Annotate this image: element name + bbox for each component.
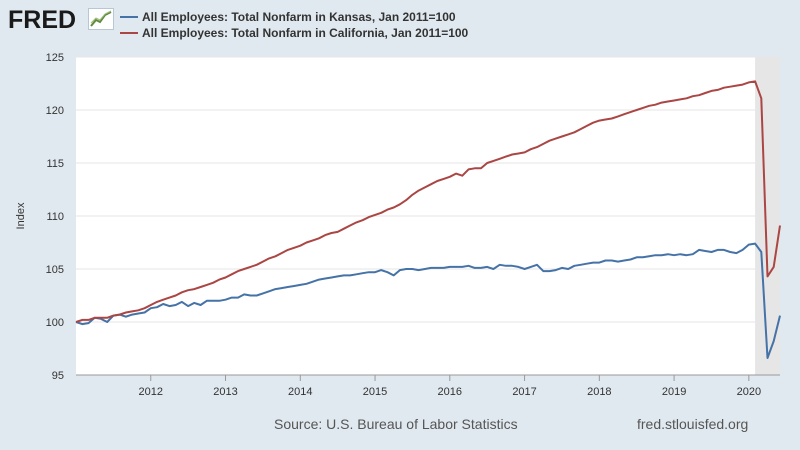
chart-footer: Source: U.S. Bureau of Labor Statistics …	[0, 413, 800, 437]
x-tick-label: 2016	[438, 386, 462, 398]
legend-label-kansas: All Employees: Total Nonfarm in Kansas, …	[142, 10, 456, 24]
chart-header: FRED All Employees: Total Nonfarm in Kan…	[0, 0, 800, 52]
x-tick-label: 2020	[737, 386, 761, 398]
x-tick-label: 2012	[139, 386, 163, 398]
fred-logo[interactable]: FRED	[8, 6, 77, 34]
x-tick-label: 2019	[662, 386, 686, 398]
y-tick-label: 120	[46, 105, 64, 117]
y-tick-label: 125	[46, 52, 64, 64]
legend-swatch-california	[120, 32, 138, 34]
legend-swatch-kansas	[120, 16, 138, 18]
line-chart-icon	[88, 8, 114, 30]
y-tick-label: 100	[46, 317, 64, 329]
legend-label-california: All Employees: Total Nonfarm in Californ…	[142, 26, 469, 40]
y-tick-label: 95	[52, 370, 64, 382]
x-tick-label: 2018	[587, 386, 611, 398]
x-tick-label: 2013	[213, 386, 237, 398]
y-tick-label: 105	[46, 264, 64, 276]
y-tick-label: 110	[46, 211, 64, 223]
x-tick-label: 2017	[512, 386, 536, 398]
series-line-california[interactable]	[75, 80, 781, 323]
series-line-kansas[interactable]	[75, 242, 781, 359]
legend-item-kansas[interactable]: All Employees: Total Nonfarm in Kansas, …	[120, 9, 468, 25]
x-tick-label: 2015	[363, 386, 387, 398]
chart-legend: All Employees: Total Nonfarm in Kansas, …	[120, 9, 468, 41]
y-axis-title: Index	[15, 202, 27, 229]
chart-area: 95 100 105 110 115 120 125 2012 2013 2014 2015 2016…	[0, 52, 800, 407]
legend-item-california[interactable]: All Employees: Total Nonfarm in Californ…	[120, 25, 468, 41]
source-credit: Source: U.S. Bureau of Labor Statistics	[274, 416, 518, 432]
site-link[interactable]: fred.stlouisfed.org	[637, 416, 749, 432]
line-chart: 95 100 105 110 115 120 125 2012 2013 2014 2015 2016…	[15, 52, 781, 398]
y-tick-label: 115	[46, 158, 64, 170]
x-tick-label: 2014	[288, 386, 312, 398]
